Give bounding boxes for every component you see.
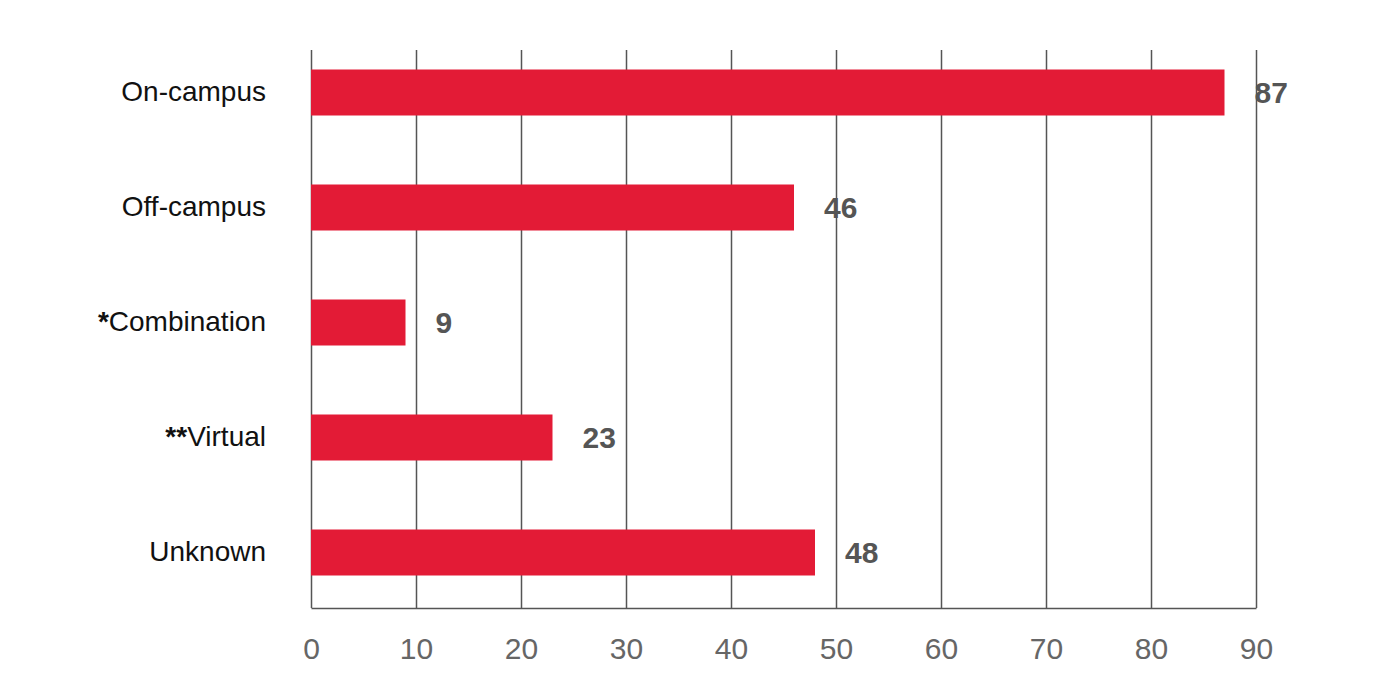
category-label: Unknown	[149, 536, 266, 567]
data-labels: 87 46 9 23 48	[436, 76, 1288, 569]
bars	[311, 70, 1225, 576]
grid-line	[1046, 50, 1048, 608]
x-tick: 80	[1135, 50, 1168, 665]
grid-line	[941, 50, 943, 608]
x-tick: 90	[1240, 50, 1273, 665]
y-tick: Unknown	[149, 536, 266, 567]
x-tick-label: 90	[1240, 632, 1273, 665]
bar	[311, 70, 1225, 116]
bar	[311, 415, 553, 461]
y-tick: *Combination	[98, 306, 266, 337]
data-label: 23	[583, 421, 616, 454]
x-tick-label: 80	[1135, 632, 1168, 665]
category-label: *Combination	[98, 306, 266, 337]
bar	[311, 530, 815, 576]
data-label: 9	[436, 306, 453, 339]
y-tick: Off-campus	[122, 191, 266, 222]
grid-line	[1151, 50, 1153, 608]
y-tick: **Virtual	[165, 421, 266, 452]
x-axis: 0 10 20 30 40 50 60 70 80 90	[303, 50, 1273, 665]
x-tick-label: 70	[1030, 632, 1063, 665]
data-label: 48	[845, 536, 878, 569]
x-tick-label: 20	[505, 632, 538, 665]
data-label: 46	[824, 191, 857, 224]
x-tick-label: 30	[610, 632, 643, 665]
grid-line	[731, 50, 733, 608]
chart: 0 10 20 30 40 50 60 70 80 90 On-campus Off-campus *C…	[0, 0, 1400, 700]
category-label: Off-campus	[122, 191, 266, 222]
x-tick: 60	[925, 50, 958, 665]
bar	[311, 185, 794, 231]
x-tick: 70	[1030, 50, 1063, 665]
category-label: **Virtual	[165, 421, 266, 452]
x-tick-label: 40	[715, 632, 748, 665]
y-axis: On-campus Off-campus *Combination **Virtual…	[98, 76, 266, 567]
grid-line	[626, 50, 628, 608]
x-axis-line	[312, 608, 1257, 610]
x-tick: 50	[820, 50, 853, 665]
y-tick: On-campus	[121, 76, 266, 107]
grid-line	[416, 50, 418, 608]
data-label: 87	[1255, 76, 1288, 109]
grid-line	[836, 50, 838, 608]
x-tick-label: 60	[925, 632, 958, 665]
x-tick-label: 50	[820, 632, 853, 665]
x-tick-label: 10	[400, 632, 433, 665]
grid-line	[1256, 50, 1258, 608]
category-label: On-campus	[121, 76, 266, 107]
bar	[311, 300, 406, 346]
x-tick-label: 0	[303, 632, 320, 665]
grid-line	[521, 50, 523, 608]
